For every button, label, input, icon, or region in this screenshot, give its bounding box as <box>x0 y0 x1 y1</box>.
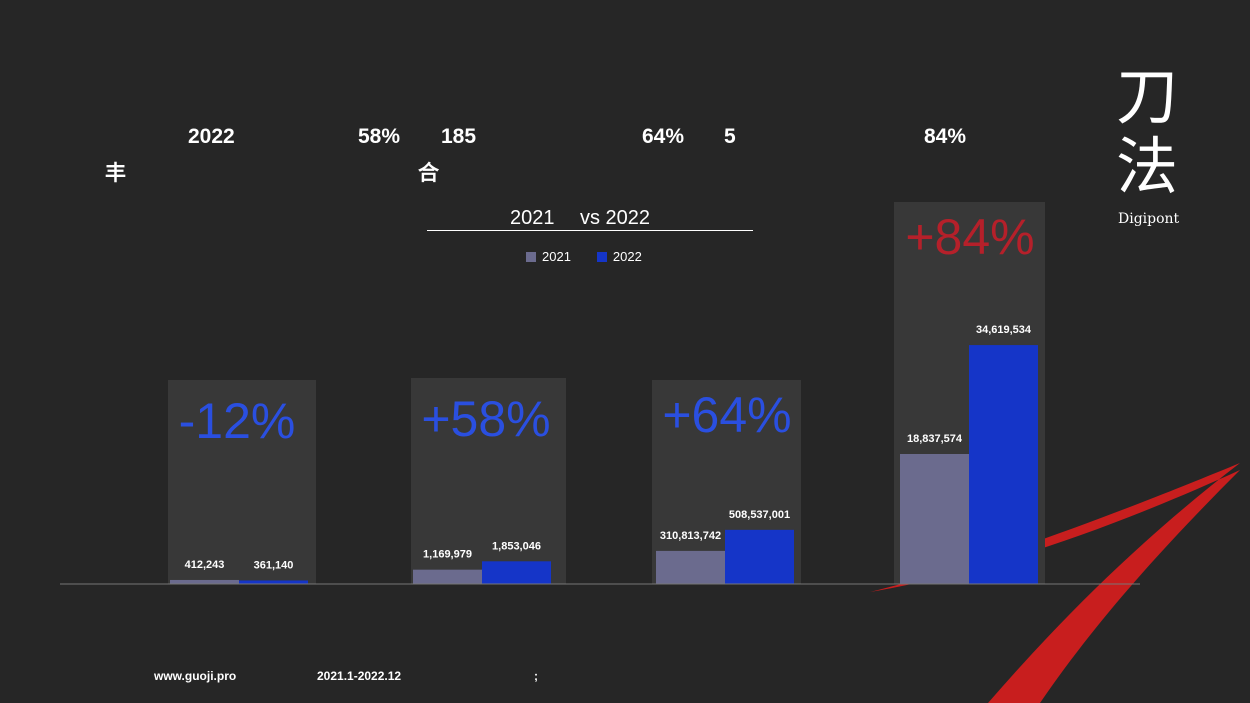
header-pct-58: 58% <box>358 125 401 148</box>
change-pct-4: +84% <box>905 209 1034 265</box>
group-panel-1 <box>168 380 316 584</box>
bar-2022-4 <box>969 345 1038 584</box>
chart-title-right: vs 2022 <box>580 207 651 229</box>
change-pct-3: +64% <box>662 387 791 443</box>
value-label-2021-4: 18,837,574 <box>907 433 963 445</box>
logo-char-fa: 法 <box>1116 130 1179 203</box>
change-pct-2: +58% <box>421 391 550 447</box>
value-label-2021-2: 1,169,979 <box>423 549 472 561</box>
header-185: 185 <box>441 125 477 148</box>
legend-label-2022: 2022 <box>612 249 642 264</box>
bar-2021-2 <box>413 569 482 584</box>
header-5: 5 <box>724 125 736 148</box>
value-label-2022-4: 34,619,534 <box>976 324 1032 336</box>
legend-label-2021: 2021 <box>542 249 571 264</box>
header-pct-84: 84% <box>924 125 967 148</box>
value-label-2021-3: 310,813,742 <box>660 530 721 542</box>
header-char-feng: 丰 <box>105 162 126 185</box>
legend-swatch-2022 <box>596 251 607 262</box>
value-label-2022-1: 361,140 <box>254 559 294 571</box>
footer-separator: ; <box>534 669 538 683</box>
chart-title-left: 2021 <box>510 207 555 229</box>
value-label-2021-1: 412,243 <box>185 559 225 571</box>
value-label-2022-2: 1,853,046 <box>492 540 541 552</box>
logo-char-dao: 刀 <box>1116 60 1179 133</box>
chart-title-underline <box>427 230 753 231</box>
header-year: 2022 <box>188 125 235 148</box>
footer-website: www.guoji.pro <box>154 669 237 683</box>
header-pct-64: 64% <box>642 125 685 148</box>
bar-2021-4 <box>900 453 969 584</box>
header-char-he: 合 <box>418 162 439 185</box>
bar-2022-3 <box>725 529 794 584</box>
bar-2021-3 <box>656 550 725 584</box>
chart-legend: 2021 2022 <box>526 249 642 264</box>
logo-subtitle: Digipont <box>1118 211 1180 227</box>
legend-swatch-2021 <box>526 251 536 262</box>
bar-2021-1 <box>170 579 239 584</box>
change-pct-1: -12% <box>179 393 296 449</box>
footer-period: 2021.1-2022.12 <box>317 669 402 683</box>
bar-2022-2 <box>482 561 551 584</box>
bar-2022-1 <box>239 580 308 584</box>
value-label-2022-3: 508,537,001 <box>729 509 790 521</box>
group-panel-2 <box>411 378 566 584</box>
